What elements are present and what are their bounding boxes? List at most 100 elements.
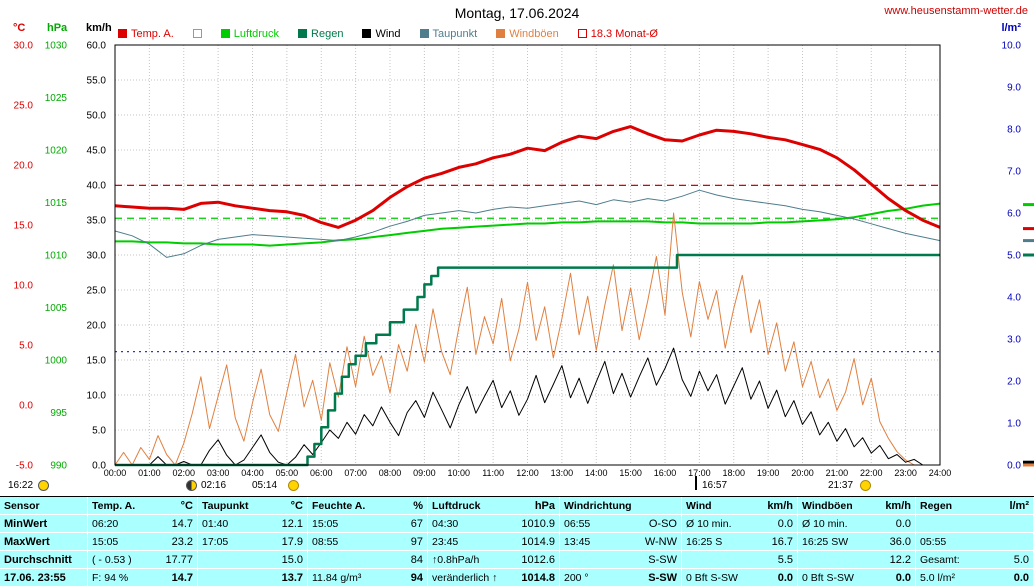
temp-axis-tick: -5.0 [16, 461, 34, 472]
time-axis-tick: 24:00 [929, 468, 952, 478]
table-cell: 200 ° S-SW [560, 569, 682, 587]
cell-label: 11.84 g/m³ [312, 571, 362, 584]
wind-axis-tick: 5.0 [92, 426, 106, 437]
table-cell: 06:55 O-SO [560, 515, 682, 533]
cell-label: 16:25 S [686, 535, 723, 548]
cell-label: 200 ° [564, 571, 589, 584]
cell-value: 97 [410, 535, 423, 548]
table-cell: 0 Bft S-SW 0.0 [682, 569, 798, 587]
table-header-taupunkt: Taupunkt °C [198, 497, 308, 515]
wind-axis: km/h 60.0 55.0 50.0 45.0 40.0 35.0 30.0 25.0 20.0… [86, 22, 112, 472]
wind-axis-tick: 0.0 [92, 461, 106, 472]
sunset-time: 21:37 [828, 480, 854, 491]
table-header-temp-a-: Temp. A. °C [88, 497, 198, 515]
cell-value: S-SW [648, 571, 677, 584]
cell-value: 13.7 [281, 571, 303, 584]
temp-axis-tick: 5.0 [19, 341, 33, 352]
table-header-feuchte-a-: Feuchte A.% [308, 497, 428, 515]
table-cell: 08:55 97 [308, 533, 428, 551]
table-header-sensor: Sensor [0, 497, 88, 515]
pressure-axis-tick: 1030 [45, 41, 68, 52]
sun-moon-strip: 16:22 02:16 05:14 16:57 21:37 [0, 476, 1034, 494]
wind-axis-tick: 50.0 [87, 111, 107, 122]
table-row-label: MaxWert [0, 533, 88, 551]
cell-value: W-NW [644, 535, 677, 548]
cell-label: 15:05 [92, 535, 119, 548]
cell-value: 1010.9 [521, 517, 555, 530]
pressure-axis-tick: 1025 [45, 93, 68, 104]
rain-axis: l/m² 10.0 9.0 8.0 7.0 6.0 5.0 4.0 3.0 2.0 1.0 0.0 [1001, 22, 1021, 472]
column-name: Regen [920, 499, 953, 512]
cell-label: 5.0 l/m² [920, 571, 956, 584]
legend-item-taupunkt: Taupunkt [419, 27, 478, 40]
table-cell: 13:45 W-NW [560, 533, 682, 551]
legend-swatch-taupunkt [419, 29, 429, 38]
current-value-markers [1023, 203, 1034, 467]
rain-axis-title: l/m² [1001, 22, 1021, 34]
website-link[interactable]: www.heusenstamm-wetter.de [884, 5, 1028, 17]
time-axis-tick: 20:00 [791, 468, 814, 478]
time-axis-tick: 13:00 [551, 468, 574, 478]
rain-axis-tick: 4.0 [1007, 293, 1021, 304]
column-unit: km/h [885, 499, 911, 512]
legend-item-temp: Temp. A. [118, 28, 174, 40]
table-cell: F: 94 % 14.7 [88, 569, 198, 587]
rain-axis-tick: 6.0 [1007, 209, 1021, 220]
row-label: Durchschnitt [4, 553, 72, 566]
temp-axis-tick: 25.0 [14, 101, 34, 112]
cell-value: 36.0 [889, 535, 911, 548]
plot-border [114, 44, 941, 466]
row-label: 17.06. 23:55 [4, 571, 66, 584]
temp-axis-tick: 0.0 [19, 401, 33, 412]
temp-axis-title: °C [13, 22, 25, 34]
cell-value: O-SO [648, 517, 677, 530]
cell-value: 14.7 [171, 517, 193, 530]
cell-value: 0.0 [777, 571, 793, 584]
time-axis-tick: 18:00 [722, 468, 745, 478]
series-taupunkt [114, 189, 941, 258]
rain-axis-tick: 5.0 [1007, 251, 1021, 262]
cell-value: 5.0 [1013, 553, 1029, 566]
wind-axis-tick: 45.0 [87, 146, 107, 157]
pressure-axis-tick: 1010 [45, 251, 68, 262]
weather-chart: °C 30.0 25.0 20.0 15.0 10.0 5.0 0.0 -5.0 hPa 1030 1… [13, 22, 1034, 478]
pressure-axis-tick: 1020 [45, 146, 68, 157]
wind-axis-tick: 60.0 [87, 41, 107, 52]
cell-label: Gesamt: [920, 553, 960, 566]
column-unit: % [413, 499, 423, 512]
time-axis-tick: 06:00 [310, 468, 333, 478]
time-axis-tick: 11:00 [482, 468, 504, 478]
column-name: Taupunkt [202, 499, 249, 512]
rain-axis-tick: 8.0 [1007, 125, 1021, 136]
time-axis-tick: 21:00 [826, 468, 849, 478]
rain-axis-tick: 7.0 [1007, 167, 1021, 178]
table-header-wind: Wind km/h [682, 497, 798, 515]
legend-item-monthly-avg: 18.3 Monat-Ø [577, 28, 658, 40]
table-header-regen: Regen l/m² [916, 497, 1034, 515]
table-cell: ↑0.8hPa/h 1012.6 [428, 551, 560, 569]
rain-axis-tick: 2.0 [1007, 377, 1021, 388]
column-name: Windböen [802, 499, 853, 512]
cell-label: 13:45 [564, 535, 591, 548]
cell-label: 04:30 [432, 517, 459, 530]
time-axis-tick: 19:00 [757, 468, 780, 478]
column-name: Luftdruck [432, 499, 481, 512]
page-title: Montag, 17.06.2024 [454, 5, 580, 21]
table-cell: 06:20 14.7 [88, 515, 198, 533]
series-gusts [114, 212, 940, 466]
legend-swatch-gusts [496, 29, 506, 38]
cell-label: 0 Bft S-SW [686, 571, 738, 584]
table-cell: ( - 0.53 ) 17.77 [88, 551, 198, 569]
table-cell: 84 [308, 551, 428, 569]
cell-label: 06:20 [92, 517, 119, 530]
pressure-axis: hPa 1030 1025 1020 1015 1010 1005 1000 995 990 [45, 22, 68, 472]
time-axis-tick: 22:00 [860, 468, 883, 478]
cell-label: 15:05 [312, 517, 339, 530]
time-axis-tick: 17:00 [688, 468, 711, 478]
legend-label-taupunkt: Taupunkt [432, 27, 478, 40]
table-cell: 0 Bft S-SW 0.0 [798, 569, 916, 587]
column-name: Sensor [4, 499, 40, 512]
legend-label-pressure: Luftdruck [233, 27, 280, 40]
cell-value: 1012.6 [521, 553, 555, 566]
cell-label: veränderlich ↑ [432, 571, 498, 584]
